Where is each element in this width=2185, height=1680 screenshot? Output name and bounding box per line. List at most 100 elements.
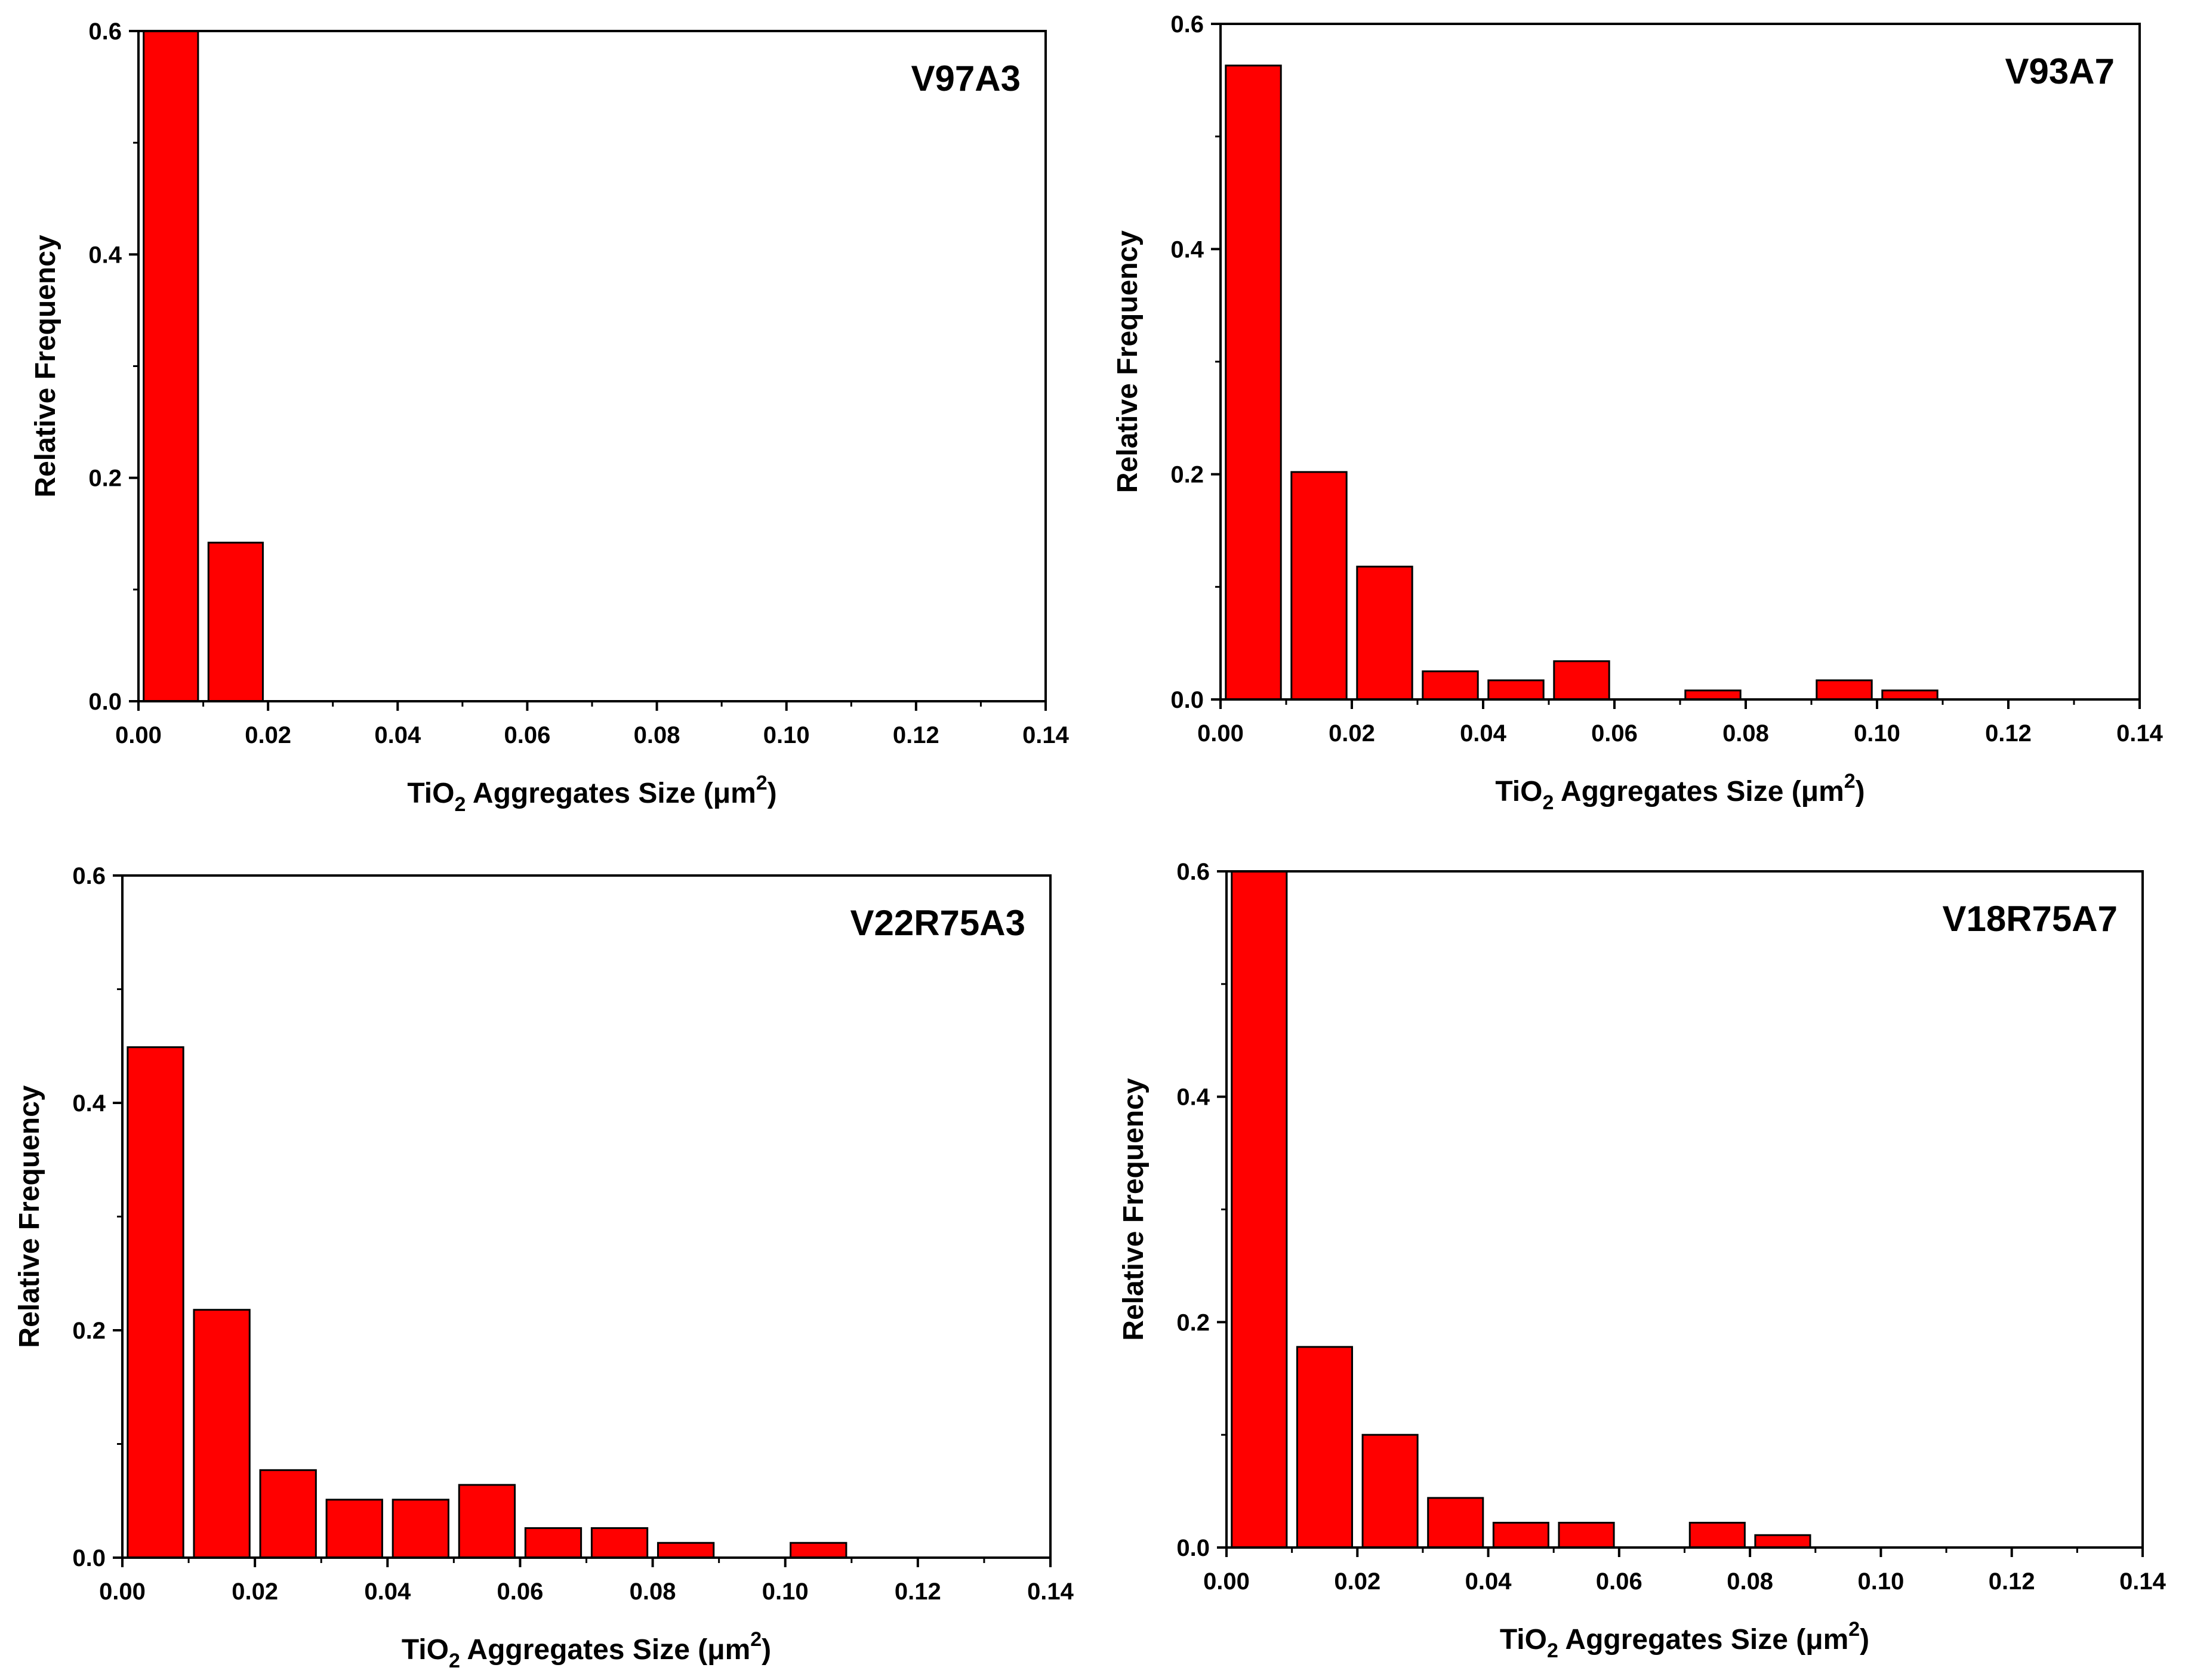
- y-tick-label: 0.4: [72, 1090, 106, 1117]
- x-axis-label-part: 2: [449, 1650, 460, 1672]
- x-tick-label: 0.02: [1329, 720, 1375, 747]
- bar: [1356, 565, 1413, 701]
- x-tick-label: 0.04: [364, 1579, 411, 1605]
- x-tick-label: 0.00: [99, 1579, 146, 1605]
- bar: [790, 1542, 848, 1559]
- y-tick-label: 0.2: [88, 466, 122, 492]
- x-tick-label: 0.12: [893, 722, 939, 748]
- y-tick-label: 0.4: [1170, 236, 1204, 263]
- x-axis-label: TiO2 Aggregates Size (μm2): [1495, 770, 1865, 814]
- bar: [1290, 471, 1348, 701]
- bar: [1754, 1534, 1811, 1549]
- x-tick-label: 0.04: [1460, 720, 1507, 747]
- bar: [1492, 1521, 1549, 1549]
- bar: [207, 541, 264, 702]
- x-tick-label: 0.08: [630, 1579, 676, 1605]
- bar: [143, 30, 199, 702]
- x-tick-label: 0.14: [2116, 720, 2164, 747]
- x-tick-label: 0.00: [1197, 720, 1244, 747]
- bar: [325, 1499, 383, 1559]
- x-axis-label: TiO2 Aggregates Size (μm2): [1500, 1618, 1869, 1662]
- y-tick-label: 0.6: [1170, 11, 1204, 38]
- x-tick-label: 0.08: [1722, 720, 1769, 747]
- chart-panel-2: 0.00 0.02 0.04 0.06 0.08 0.10 0.12 0.14 0.0 0.2 0.…: [1112, 11, 2164, 814]
- y-tick-label: 0.4: [1176, 1084, 1210, 1111]
- y-tick-label: 0.2: [1176, 1309, 1210, 1336]
- bar: [1487, 679, 1545, 701]
- panel-title: V93A7: [2005, 51, 2115, 91]
- bar: [1422, 670, 1479, 701]
- bar: [1296, 1346, 1354, 1549]
- bar: [657, 1542, 715, 1559]
- x-axis-label-part: 2: [1848, 1618, 1860, 1641]
- x-axis-label-part: 2: [1547, 1639, 1558, 1662]
- x-axis-label-part: TiO: [1500, 1624, 1547, 1656]
- x-tick-label: 0.06: [504, 722, 550, 748]
- bar: [193, 1309, 251, 1559]
- x-axis-label-part: 2: [756, 772, 768, 794]
- bar: [1553, 660, 1610, 701]
- bar: [1225, 64, 1282, 701]
- plot-frame: [121, 874, 1052, 1559]
- x-tick-label: 0.08: [634, 722, 680, 748]
- y-tick-label: 0.0: [1170, 687, 1204, 713]
- bar: [524, 1527, 583, 1559]
- x-tick-label: 0.06: [497, 1579, 543, 1605]
- x-tick-label: 0.10: [1854, 720, 1900, 747]
- chart-panel-4: 0.00 0.02 0.04 0.06 0.08 0.10 0.12 0.14 0.0 0.2 0.…: [1118, 859, 2166, 1662]
- x-axis-label-part: μm: [1805, 1624, 1848, 1656]
- bar: [1881, 689, 1939, 701]
- x-tick-label: 0.10: [763, 722, 810, 748]
- x-tick-label: 0.00: [1203, 1568, 1250, 1595]
- x-axis-label-part: ): [762, 1634, 771, 1666]
- x-tick-label: 0.06: [1591, 720, 1638, 747]
- y-tick-label: 0.2: [1170, 462, 1204, 488]
- y-axis-label: Relative Frequency: [14, 1085, 45, 1348]
- x-axis-label-part: 2: [750, 1628, 762, 1651]
- x-tick-label: 0.12: [1989, 1568, 2035, 1595]
- panel-title: V18R75A7: [1942, 899, 2118, 939]
- x-axis-label-part: μm: [707, 1634, 750, 1666]
- x-axis-label-part: 2: [1542, 791, 1554, 814]
- y-tick-label: 0.6: [1176, 859, 1210, 885]
- x-axis-label-part: Aggregates Size (: [460, 1634, 707, 1666]
- y-axis-label: Relative Frequency: [1112, 230, 1144, 493]
- x-tick-label: 0.06: [1596, 1568, 1642, 1595]
- bar: [1361, 1434, 1419, 1549]
- y-axis-label: Relative Frequency: [1118, 1078, 1149, 1340]
- x-tick-label: 0.08: [1727, 1568, 1773, 1595]
- bar: [1231, 870, 1288, 1549]
- bar: [590, 1527, 649, 1559]
- x-axis-label-part: ): [1860, 1624, 1869, 1656]
- x-axis-label-part: μm: [1801, 776, 1844, 807]
- y-tick-label: 0.6: [88, 19, 122, 45]
- y-tick-label: 0.4: [88, 242, 122, 268]
- x-axis-label-part: 2: [1844, 770, 1856, 793]
- bar: [259, 1469, 317, 1559]
- x-tick-label: 0.00: [115, 722, 162, 748]
- bar: [1427, 1497, 1484, 1549]
- x-axis-label-part: ): [768, 778, 777, 809]
- x-axis-label-part: Aggregates Size (: [1558, 1624, 1805, 1656]
- x-tick-label: 0.14: [2119, 1568, 2166, 1595]
- x-tick-label: 0.02: [245, 722, 291, 748]
- x-axis-label-part: TiO: [402, 1634, 449, 1666]
- bar: [1688, 1521, 1746, 1549]
- x-tick-label: 0.10: [1857, 1568, 1904, 1595]
- panel-title: V97A3: [911, 58, 1021, 98]
- y-axis-label: Relative Frequency: [30, 235, 61, 497]
- y-tick-label: 0.0: [72, 1545, 106, 1571]
- x-tick-label: 0.10: [762, 1579, 809, 1605]
- y-tick-label: 0.0: [1176, 1535, 1210, 1561]
- x-axis-label-part: TiO: [407, 778, 454, 809]
- bar: [458, 1484, 516, 1559]
- x-axis-label-part: 2: [454, 793, 466, 816]
- chart-panel-3: 0.00 0.02 0.04 0.06 0.08 0.10 0.12 0.14 0.0 0.2 0.…: [14, 863, 1074, 1672]
- bar: [1816, 679, 1873, 701]
- x-axis-label: TiO2 Aggregates Size (μm2): [407, 772, 776, 816]
- x-axis-label: TiO2 Aggregates Size (μm2): [402, 1628, 771, 1672]
- bar: [1558, 1521, 1615, 1549]
- bar: [392, 1499, 449, 1559]
